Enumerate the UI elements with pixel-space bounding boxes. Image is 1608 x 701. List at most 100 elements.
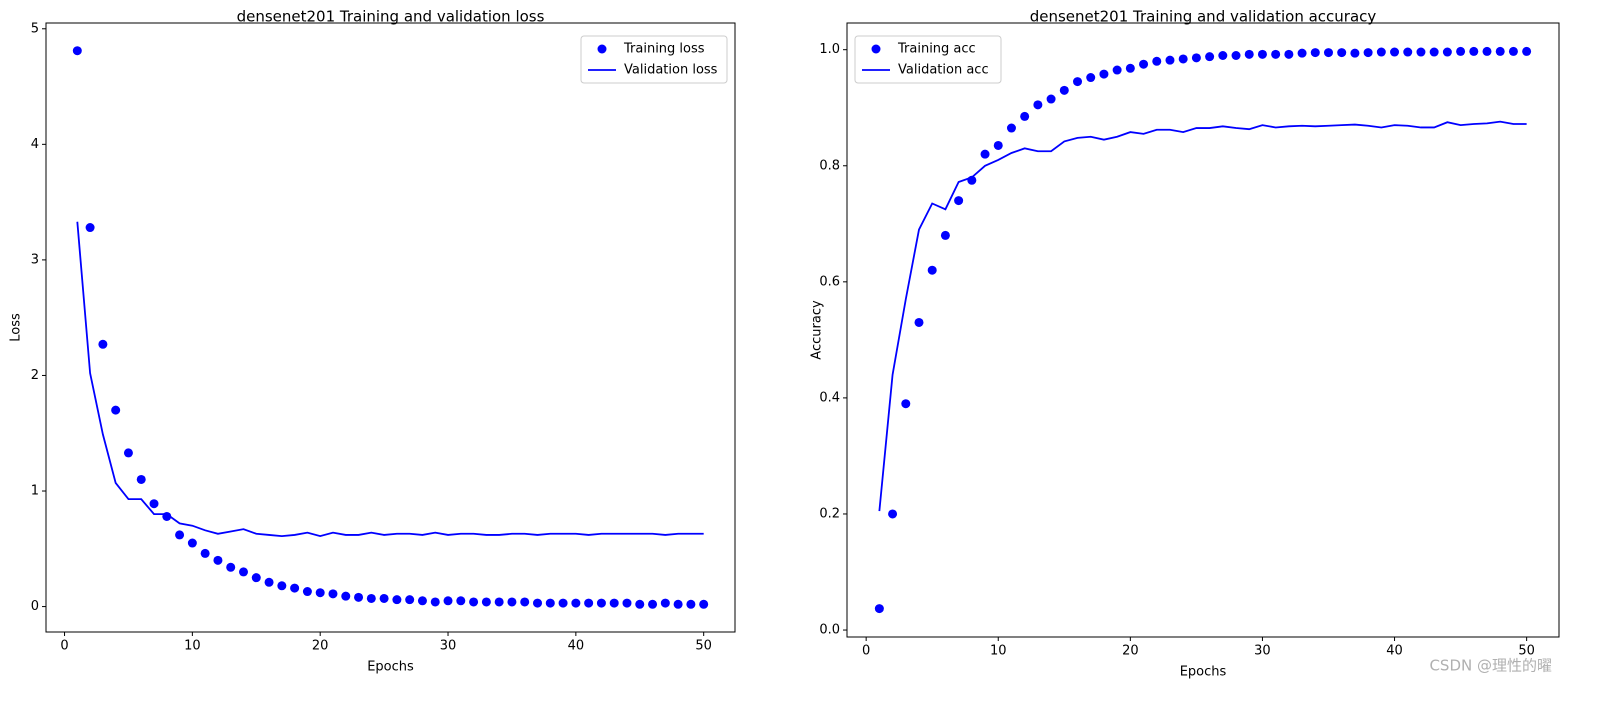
marker	[914, 317, 924, 327]
marker	[430, 597, 440, 607]
x-tick-label: 40	[1386, 644, 1403, 659]
marker	[609, 598, 619, 608]
y-tick-label: 0.0	[819, 623, 840, 638]
marker	[290, 583, 300, 593]
marker	[379, 593, 389, 603]
marker	[635, 599, 645, 609]
marker	[315, 588, 325, 598]
marker	[1073, 77, 1083, 87]
marker	[213, 555, 223, 565]
marker	[1178, 54, 1188, 64]
legend-box	[580, 35, 728, 84]
marker	[481, 597, 491, 607]
marker	[136, 474, 146, 484]
marker	[277, 581, 287, 591]
marker	[187, 538, 197, 548]
x-tick-label: 0	[862, 644, 870, 659]
x-axis-label: Epochs	[1180, 665, 1227, 680]
marker	[1416, 47, 1426, 57]
x-tick-label: 10	[184, 639, 201, 654]
marker	[341, 591, 351, 601]
marker	[1033, 100, 1043, 110]
marker	[980, 149, 990, 159]
marker	[1350, 48, 1360, 58]
marker	[251, 573, 261, 583]
marker	[545, 598, 555, 608]
legend-marker	[597, 44, 607, 54]
marker	[1152, 56, 1162, 66]
marker	[200, 548, 210, 558]
y-tick-label: 1	[31, 484, 39, 499]
marker	[302, 587, 312, 597]
x-tick-label: 0	[60, 639, 68, 654]
x-tick-label: 20	[1122, 644, 1139, 659]
marker	[456, 596, 466, 606]
chart-title: densenet201 Training and validation loss	[237, 8, 545, 26]
marker	[1020, 111, 1030, 121]
marker	[660, 598, 670, 608]
marker	[494, 597, 504, 607]
x-axis-label: Epochs	[367, 660, 414, 675]
legend-label: Validation loss	[624, 63, 718, 78]
marker	[1323, 48, 1333, 58]
marker	[622, 598, 632, 608]
marker	[1205, 52, 1215, 62]
marker	[927, 265, 937, 275]
marker	[264, 577, 274, 587]
marker	[1310, 48, 1320, 58]
marker	[874, 604, 884, 614]
marker	[1257, 49, 1267, 59]
marker	[1165, 55, 1175, 65]
marker	[507, 597, 517, 607]
marker	[1099, 69, 1109, 79]
legend-box	[854, 35, 1002, 84]
plot-frame	[45, 22, 736, 633]
x-tick-label: 50	[1518, 644, 1535, 659]
marker	[85, 223, 95, 233]
y-tick-label: 0.4	[819, 390, 840, 405]
marker	[72, 46, 82, 56]
marker	[1284, 49, 1294, 59]
y-axis-label: Loss	[9, 313, 24, 342]
marker	[993, 140, 1003, 150]
x-tick-label: 30	[1254, 644, 1271, 659]
marker	[1508, 46, 1518, 56]
marker	[1086, 73, 1096, 83]
marker	[405, 595, 415, 605]
y-tick-label: 3	[31, 252, 39, 267]
marker	[940, 230, 950, 240]
marker	[1495, 46, 1505, 56]
marker	[1231, 50, 1241, 60]
marker	[648, 599, 658, 609]
legend-label: Training acc	[897, 42, 976, 57]
y-axis-label: Accuracy	[810, 300, 825, 360]
marker	[1218, 50, 1228, 60]
marker	[1390, 47, 1400, 57]
x-tick-label: 40	[568, 639, 585, 654]
marker	[111, 405, 121, 415]
marker	[354, 592, 364, 602]
x-tick-label: 30	[440, 639, 457, 654]
line	[878, 120, 1527, 512]
marker	[1244, 49, 1254, 59]
marker	[954, 196, 964, 206]
marker	[443, 596, 453, 606]
chart-title: densenet201 Training and validation accu…	[1030, 8, 1377, 26]
marker	[392, 595, 402, 605]
legend-label: Training loss	[623, 42, 705, 57]
marker	[558, 598, 568, 608]
marker	[417, 596, 427, 606]
x-tick-label: 10	[990, 644, 1007, 659]
marker	[1376, 47, 1386, 57]
marker	[596, 598, 606, 608]
marker	[149, 499, 159, 509]
marker	[686, 599, 696, 609]
marker	[1482, 46, 1492, 56]
marker	[1522, 46, 1532, 56]
marker	[238, 567, 248, 577]
marker	[123, 448, 133, 458]
marker	[366, 593, 376, 603]
marker	[1429, 47, 1439, 57]
marker	[1442, 47, 1452, 57]
